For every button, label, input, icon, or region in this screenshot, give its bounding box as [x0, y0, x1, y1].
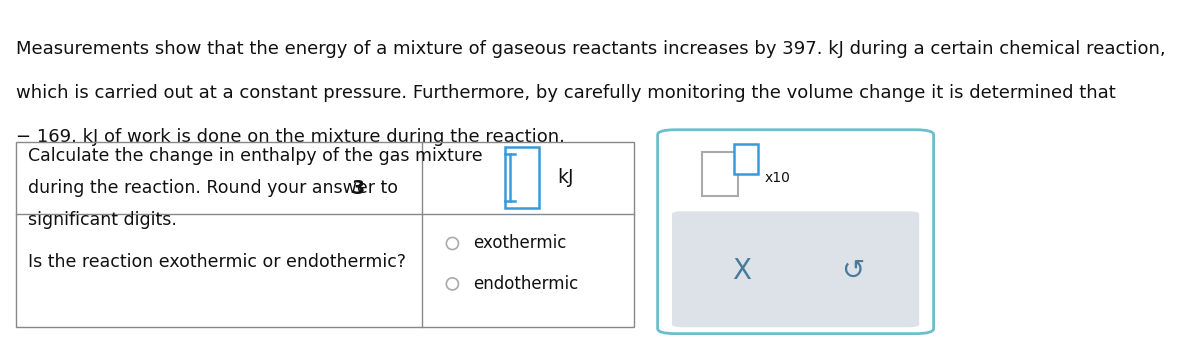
Text: X: X — [732, 257, 751, 285]
Text: kJ: kJ — [557, 168, 574, 187]
Text: Calculate the change in enthalpy of the gas mixture: Calculate the change in enthalpy of the … — [28, 147, 482, 164]
Text: during the reaction. Round your answer to: during the reaction. Round your answer t… — [28, 179, 403, 196]
Bar — [734, 144, 758, 175]
Text: endothermic: endothermic — [473, 275, 578, 293]
Text: exothermic: exothermic — [473, 235, 566, 252]
FancyBboxPatch shape — [658, 130, 934, 334]
Ellipse shape — [446, 278, 458, 290]
Text: Measurements show that the energy of a mixture of gaseous reactants increases by: Measurements show that the energy of a m… — [16, 40, 1165, 58]
Bar — [505, 148, 539, 208]
Bar — [16, 142, 634, 327]
Text: 3: 3 — [352, 179, 365, 197]
Text: x10: x10 — [764, 171, 791, 185]
Text: ↺: ↺ — [841, 257, 865, 285]
Text: which is carried out at a constant pressure. Furthermore, by carefully monitorin: which is carried out at a constant press… — [16, 84, 1115, 102]
Bar — [702, 153, 738, 196]
FancyBboxPatch shape — [672, 211, 919, 327]
Ellipse shape — [446, 237, 458, 249]
Text: significant digits.: significant digits. — [28, 211, 176, 228]
Text: − 169. kJ of work is done on the mixture during the reaction.: − 169. kJ of work is done on the mixture… — [16, 128, 564, 146]
Text: Is the reaction exothermic or endothermic?: Is the reaction exothermic or endothermi… — [28, 253, 406, 271]
